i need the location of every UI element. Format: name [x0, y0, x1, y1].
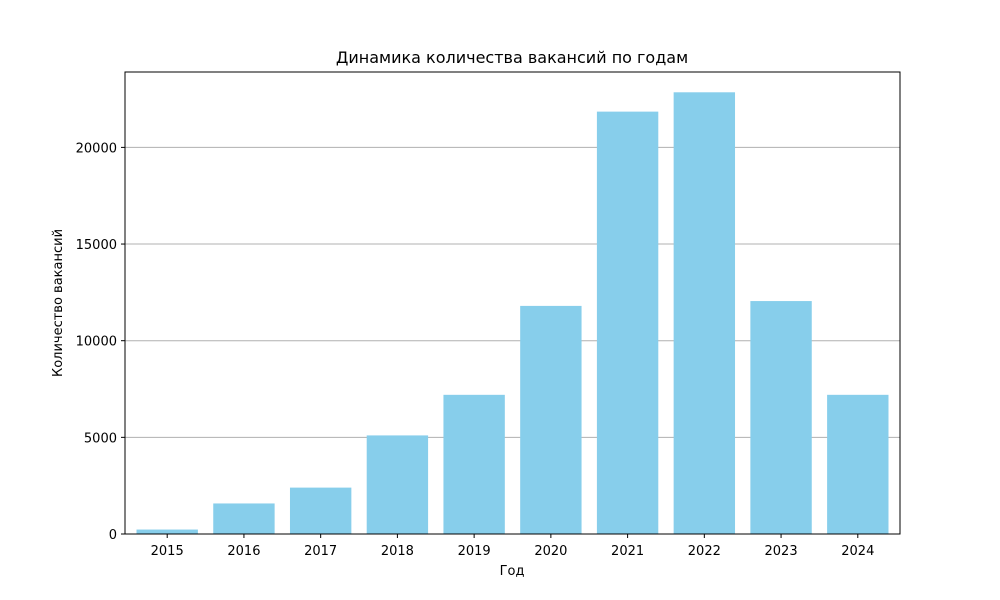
bar-2016: [213, 503, 275, 534]
x-tick-label: 2017: [304, 544, 337, 559]
x-tick-label: 2016: [227, 544, 260, 559]
y-tick-label: 5000: [84, 431, 117, 446]
bar-2020: [520, 305, 582, 534]
bars: [136, 92, 889, 535]
x-tick-label: 2020: [534, 544, 567, 559]
x-tick-label: 2019: [458, 544, 491, 559]
x-tick-label: 2015: [151, 544, 184, 559]
x-tick-label: 2018: [381, 544, 414, 559]
bar-2017: [289, 487, 352, 534]
x-axis-ticks: 2015 2016 2017 2018 2019 2020 2021 2022 2023 2024: [151, 534, 874, 559]
bar-2019: [443, 394, 505, 534]
y-tick-label: 15000: [76, 238, 117, 253]
x-axis-label: Год: [500, 564, 525, 579]
axes-frame: [124, 71, 901, 535]
chart-title: Динамика количества вакансий по годам: [336, 48, 688, 67]
bar-2024: [827, 394, 889, 534]
x-tick-label: 2021: [611, 544, 644, 559]
x-tick-label: 2024: [841, 544, 874, 559]
y-axis-ticks: 0 5000 10000 15000 20000: [76, 141, 125, 543]
bar-2018: [366, 435, 429, 534]
bar-2015: [136, 529, 198, 534]
x-tick-label: 2023: [765, 544, 798, 559]
y-axis-label: Количество вакансий: [51, 229, 66, 377]
x-tick-label: 2022: [688, 544, 721, 559]
y-tick-label: 20000: [76, 141, 117, 156]
y-tick-label: 10000: [76, 335, 117, 350]
y-tick-label: 0: [109, 528, 117, 543]
bar-2023: [750, 301, 812, 534]
bar-2022: [673, 92, 736, 535]
bar-2021: [596, 111, 659, 534]
